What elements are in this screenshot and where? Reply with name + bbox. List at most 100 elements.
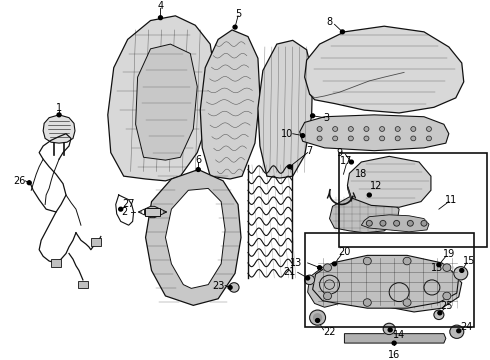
Polygon shape bbox=[300, 115, 449, 151]
Circle shape bbox=[403, 299, 411, 306]
Text: 19: 19 bbox=[442, 249, 455, 260]
Polygon shape bbox=[258, 40, 313, 178]
Text: 2: 2 bbox=[122, 207, 128, 217]
Circle shape bbox=[317, 127, 322, 131]
Polygon shape bbox=[136, 44, 197, 160]
Circle shape bbox=[314, 314, 321, 321]
Circle shape bbox=[421, 220, 427, 226]
Circle shape bbox=[450, 325, 464, 338]
Text: 14: 14 bbox=[393, 330, 405, 339]
Circle shape bbox=[316, 319, 319, 322]
Circle shape bbox=[460, 269, 464, 273]
Polygon shape bbox=[108, 16, 215, 181]
Circle shape bbox=[380, 220, 386, 226]
Text: 13: 13 bbox=[431, 263, 443, 273]
Circle shape bbox=[348, 127, 353, 131]
Circle shape bbox=[27, 181, 31, 185]
Text: 8: 8 bbox=[326, 17, 333, 27]
Text: 26: 26 bbox=[13, 176, 25, 186]
Text: 5: 5 bbox=[235, 9, 241, 19]
Bar bbox=[340, 153, 487, 247]
Circle shape bbox=[363, 257, 371, 265]
Text: 18: 18 bbox=[355, 169, 368, 179]
Circle shape bbox=[229, 283, 239, 292]
Bar bbox=[305, 233, 474, 327]
Circle shape bbox=[383, 323, 395, 334]
Circle shape bbox=[288, 165, 292, 168]
Text: 7: 7 bbox=[307, 146, 313, 156]
Circle shape bbox=[333, 136, 338, 141]
Circle shape bbox=[454, 267, 468, 280]
Text: 24: 24 bbox=[461, 322, 473, 332]
Circle shape bbox=[364, 136, 369, 141]
Circle shape bbox=[333, 262, 337, 266]
Circle shape bbox=[306, 276, 310, 280]
Polygon shape bbox=[200, 30, 260, 179]
Polygon shape bbox=[166, 188, 225, 288]
Text: 13: 13 bbox=[290, 258, 302, 268]
Circle shape bbox=[424, 280, 440, 295]
Polygon shape bbox=[91, 238, 101, 246]
Text: 12: 12 bbox=[370, 181, 382, 190]
Polygon shape bbox=[329, 195, 399, 233]
Polygon shape bbox=[361, 215, 429, 232]
Polygon shape bbox=[305, 26, 464, 113]
Circle shape bbox=[363, 299, 371, 306]
Circle shape bbox=[457, 329, 461, 333]
Circle shape bbox=[392, 341, 396, 345]
Text: 25: 25 bbox=[441, 301, 453, 311]
Circle shape bbox=[395, 127, 400, 131]
Circle shape bbox=[437, 263, 441, 267]
Circle shape bbox=[323, 264, 332, 271]
Polygon shape bbox=[313, 255, 459, 308]
Circle shape bbox=[364, 127, 369, 131]
Circle shape bbox=[341, 30, 344, 34]
Circle shape bbox=[310, 310, 325, 325]
Text: 9: 9 bbox=[337, 148, 343, 158]
Polygon shape bbox=[145, 208, 161, 216]
Circle shape bbox=[318, 266, 321, 270]
Text: 17: 17 bbox=[340, 156, 353, 166]
Circle shape bbox=[317, 136, 322, 141]
Polygon shape bbox=[51, 259, 61, 267]
Text: 22: 22 bbox=[323, 327, 336, 337]
Circle shape bbox=[319, 275, 340, 294]
Text: 3: 3 bbox=[323, 113, 330, 123]
Polygon shape bbox=[347, 156, 431, 207]
Circle shape bbox=[411, 136, 416, 141]
Circle shape bbox=[434, 310, 444, 320]
Circle shape bbox=[443, 264, 451, 271]
Polygon shape bbox=[78, 281, 88, 288]
Circle shape bbox=[367, 220, 372, 226]
Circle shape bbox=[228, 285, 232, 289]
Circle shape bbox=[443, 292, 451, 300]
Text: 4: 4 bbox=[157, 1, 164, 12]
Circle shape bbox=[119, 207, 122, 211]
Text: 20: 20 bbox=[338, 247, 351, 257]
Polygon shape bbox=[367, 264, 462, 312]
Polygon shape bbox=[43, 115, 75, 143]
Circle shape bbox=[301, 134, 305, 138]
Polygon shape bbox=[145, 206, 161, 218]
Circle shape bbox=[380, 127, 385, 131]
Circle shape bbox=[368, 193, 371, 197]
Circle shape bbox=[380, 136, 385, 141]
Circle shape bbox=[323, 292, 332, 300]
Circle shape bbox=[393, 220, 400, 226]
Circle shape bbox=[311, 114, 315, 118]
Circle shape bbox=[403, 257, 411, 265]
Text: 23: 23 bbox=[212, 280, 224, 291]
Text: 27: 27 bbox=[122, 199, 135, 210]
Circle shape bbox=[57, 113, 61, 117]
Text: 10: 10 bbox=[281, 129, 293, 139]
Polygon shape bbox=[344, 334, 446, 343]
Circle shape bbox=[389, 283, 409, 302]
Circle shape bbox=[426, 127, 431, 131]
Circle shape bbox=[324, 280, 335, 289]
Polygon shape bbox=[146, 170, 241, 305]
Circle shape bbox=[196, 168, 200, 171]
Circle shape bbox=[349, 160, 353, 164]
Circle shape bbox=[305, 275, 315, 285]
Circle shape bbox=[411, 127, 416, 131]
Circle shape bbox=[407, 220, 413, 226]
